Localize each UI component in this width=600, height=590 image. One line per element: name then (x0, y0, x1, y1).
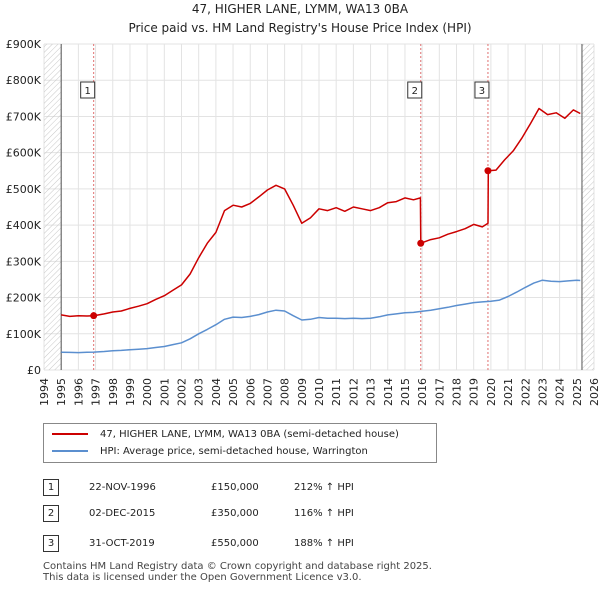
x-tick-label: 1997 (90, 378, 103, 406)
y-axis: £0 £100K £200K £300K £400K £500K £600K £700K £80… (6, 38, 42, 377)
x-axis: 1994 1995 1996 1997 1998 1999 2000 2001 2002 2003… (38, 378, 600, 406)
x-tick-label: 1994 (38, 378, 51, 406)
legend-swatch-hpi (52, 450, 88, 452)
x-tick-label: 2023 (536, 378, 549, 406)
sale-hpi-change: 212% ↑ HPI (294, 481, 354, 493)
sale-date: 31-OCT-2019 (89, 538, 155, 549)
footer: Contains HM Land Registry data © Crown c… (43, 561, 432, 583)
chart-title: 47, HIGHER LANE, LYMM, WA13 0BA (192, 2, 409, 16)
sale-date: 02-DEC-2015 (89, 508, 156, 519)
x-tick-label: 2006 (244, 378, 257, 406)
chart-subtitle: Price paid vs. HM Land Registry's House … (128, 21, 471, 35)
no-data-band-end (581, 44, 594, 370)
x-tick-label: 2026 (588, 378, 600, 406)
x-tick-label: 2022 (519, 378, 532, 406)
footer-license: This data is licensed under the Open Gov… (43, 572, 362, 583)
sale-point (417, 239, 425, 247)
x-tick-label: 2007 (261, 378, 274, 406)
sale-marker-label: 1 (84, 86, 90, 97)
x-tick-label: 2013 (365, 378, 378, 406)
sale-number-cell: 1 (43, 476, 89, 499)
sale-marker-box (407, 81, 423, 99)
no-data-band-start (44, 44, 62, 370)
x-tick-label: 2017 (433, 378, 446, 406)
x-tick-label: 2010 (313, 378, 326, 406)
y-tick-label: £700K (6, 110, 42, 123)
y-tick-label: £300K (6, 255, 42, 268)
legend-item-hpi: HPI: Average price, semi-detached house,… (52, 444, 368, 460)
x-tick-label: 2005 (227, 378, 240, 406)
x-tick-label: 2002 (176, 378, 189, 406)
legend-swatch-property (52, 433, 88, 435)
sales-table: 1 22-NOV-1996 £150,000 212% ↑ HPI 2 02-D… (43, 476, 354, 559)
x-tick-label: 2025 (571, 378, 584, 406)
x-tick-label: 1995 (55, 378, 68, 406)
y-tick-label: £600K (6, 147, 42, 160)
y-tick-label: £400K (6, 219, 42, 232)
data-range-band (44, 44, 594, 370)
property-price-line (61, 107, 581, 318)
x-tick-label: 2009 (296, 378, 309, 406)
x-tick-label: 2019 (468, 378, 481, 406)
x-tick-label: 2016 (416, 378, 429, 406)
x-tick-label: 1998 (107, 378, 120, 406)
legend-label-property: 47, HIGHER LANE, LYMM, WA13 0BA (semi-de… (100, 429, 399, 440)
sale-hpi-change: 188% ↑ HPI (294, 538, 354, 549)
sale-marker-box (80, 81, 96, 99)
sale-price: £350,000 (211, 508, 259, 519)
x-tick-label: 2003 (193, 378, 206, 406)
sale-price: £150,000 (211, 481, 259, 493)
sale-number-cell: 2 (43, 499, 89, 529)
x-tick-label: 2000 (141, 378, 154, 406)
sale-point (484, 167, 492, 175)
y-tick-label: £500K (6, 183, 42, 196)
sale-marker-label: 2 (412, 86, 418, 97)
series-lines (61, 107, 581, 354)
x-tick-label: 2001 (158, 378, 171, 406)
legend-item-property: 47, HIGHER LANE, LYMM, WA13 0BA (semi-de… (52, 427, 399, 443)
sale-number-cell: 3 (43, 529, 89, 559)
sale-number-badge: 2 (43, 505, 59, 522)
sale-number-badge: 1 (43, 478, 59, 496)
sale-marker-box (474, 81, 490, 99)
price-chart: 47, HIGHER LANE, LYMM, WA13 0BA Price pa… (6, 2, 600, 406)
x-tick-label: 2018 (451, 378, 464, 406)
footer-copyright: Contains HM Land Registry data © Crown c… (43, 561, 432, 572)
x-tick-label: 2004 (210, 378, 223, 406)
x-tick-label: 2008 (279, 378, 292, 406)
x-tick-label: 2020 (485, 378, 498, 406)
y-tick-label: £900K (6, 38, 42, 51)
sale-date: 22-NOV-1996 (89, 481, 156, 493)
x-tick-label: 2015 (399, 378, 412, 406)
sale-marker-label: 3 (479, 86, 485, 97)
sale-markers: 1 2 3 (80, 81, 490, 99)
sale-number-badge: 3 (43, 535, 59, 552)
sale-price: £550,000 (211, 538, 259, 549)
y-tick-label: £800K (6, 74, 42, 87)
x-tick-label: 2021 (502, 378, 515, 406)
sale-hpi-change: 116% ↑ HPI (294, 508, 354, 519)
x-tick-label: 1999 (124, 378, 137, 406)
x-tick-label: 2024 (554, 378, 567, 406)
table-row: 2 02-DEC-2015 £350,000 116% ↑ HPI (43, 499, 354, 529)
sale-point (90, 312, 98, 320)
legend: 47, HIGHER LANE, LYMM, WA13 0BA (semi-de… (43, 423, 437, 463)
sale-points (90, 167, 492, 320)
hpi-line (61, 279, 581, 354)
y-tick-label: £0 (27, 364, 41, 377)
x-tick-label: 2012 (347, 378, 360, 406)
table-row: 3 31-OCT-2019 £550,000 188% ↑ HPI (43, 529, 354, 559)
x-tick-label: 1996 (72, 378, 85, 406)
legend-label-hpi: HPI: Average price, semi-detached house,… (100, 446, 368, 457)
table-row: 1 22-NOV-1996 £150,000 212% ↑ HPI (43, 476, 354, 499)
x-tick-label: 2011 (330, 378, 343, 406)
x-tick-label: 2014 (382, 378, 395, 406)
y-tick-label: £200K (6, 292, 42, 305)
y-tick-label: £100K (6, 328, 42, 341)
